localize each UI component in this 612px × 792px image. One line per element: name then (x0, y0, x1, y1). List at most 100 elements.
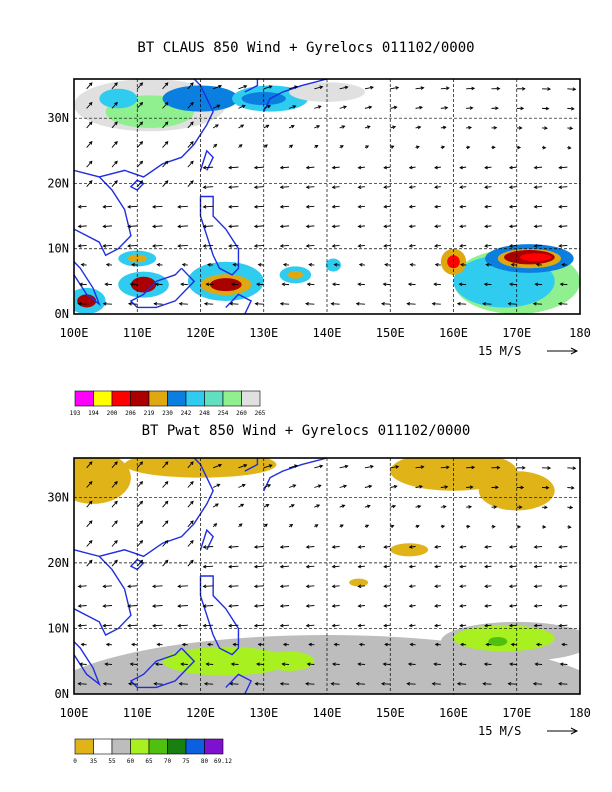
panel-2: 100E 110E 120E 130E 140E 150E 160E 170E 180 0N 10N… (47, 457, 591, 765)
wind-vector (460, 624, 467, 627)
wind-vector (86, 520, 93, 528)
wind-vector-head (152, 244, 156, 248)
wind-vector-head (532, 681, 537, 686)
wind-vector-head (139, 160, 144, 165)
wind-vector (509, 225, 517, 227)
wind-vector (314, 86, 323, 90)
wind-vector-head (355, 681, 360, 686)
wind-vector (254, 225, 264, 227)
wind-vector-head (253, 224, 258, 229)
wind-vector-head (331, 204, 336, 209)
wind-vector-head (279, 564, 284, 569)
wind-vector-head (468, 125, 473, 130)
wind-vector-head (434, 224, 438, 229)
wind-vector-head (415, 524, 420, 529)
wind-vector-head (520, 485, 525, 490)
wind-vector-head (331, 224, 336, 229)
wind-vector (229, 166, 239, 169)
wind-vector (434, 546, 441, 548)
wind-vector-head (279, 604, 284, 608)
wind-vector-head (357, 244, 362, 248)
wind-vector-head (256, 282, 260, 287)
legend-label: 69.12 (214, 758, 232, 765)
wind-vector-head (383, 204, 388, 209)
wind-vector-head (459, 584, 464, 589)
wind-vector (432, 683, 441, 685)
wind-vector-head (216, 483, 221, 488)
pwat-dry (124, 458, 277, 478)
wind-vector-head (434, 564, 438, 569)
wind-vector (111, 160, 118, 168)
wind-vector-head (216, 104, 221, 108)
pwat-high (263, 651, 315, 672)
wind-vector (484, 225, 492, 227)
wind-vector (534, 605, 543, 607)
legend-label: 80 (201, 758, 209, 765)
plot-frame (73, 457, 581, 695)
wind-vector (484, 205, 492, 208)
legend-swatch (148, 390, 168, 407)
wind-vector-head (456, 302, 461, 306)
wind-vector (103, 624, 112, 627)
wind-vector-head (190, 461, 194, 466)
wind-vector (78, 585, 87, 587)
wind-vector-head (444, 485, 449, 489)
wind-vector-head (445, 465, 450, 470)
wind-vector-head (281, 662, 286, 666)
wind-vector-head (518, 505, 523, 509)
y-tick-label: 20N (47, 556, 69, 570)
wind-vector-head (357, 662, 362, 666)
wind-vector-head (279, 623, 284, 628)
wind-vector (229, 624, 239, 627)
wind-vector (280, 205, 290, 208)
legend-swatch (111, 738, 131, 755)
coastline (225, 673, 253, 694)
wind-vector-head (343, 484, 348, 489)
wind-vector-head (368, 484, 373, 489)
wind-vector (509, 605, 517, 607)
wind-vector (136, 121, 143, 129)
wind-vector (534, 546, 543, 548)
wind-vector (78, 205, 87, 208)
cloud-mid (287, 270, 303, 279)
wind-vector-head (415, 145, 420, 149)
wind-vector (229, 565, 239, 568)
legend-label: 242 (181, 410, 192, 417)
wind-vector (288, 86, 298, 90)
wind-vector-head (390, 145, 395, 149)
x-tick-label: 160E (439, 326, 468, 340)
wind-vector-head (508, 244, 513, 248)
wind-vector (508, 683, 517, 685)
wind-vector-head (78, 282, 83, 287)
wind-vector (136, 102, 143, 109)
wind-vector (483, 303, 492, 305)
wind-vector (415, 106, 423, 109)
wind-vector-head (177, 204, 182, 209)
wind-vector-head (88, 539, 93, 544)
wind-vector-head (444, 106, 449, 110)
wind-vector (509, 245, 517, 247)
wind-vector (307, 283, 315, 286)
wind-vector-head (366, 504, 371, 509)
wind-vector-head (153, 681, 158, 686)
wind-vector (152, 605, 163, 607)
wind-vector (203, 186, 214, 188)
wind-vector-head (431, 681, 436, 686)
wind-vector (79, 663, 87, 665)
wind-vector (103, 225, 112, 227)
wind-vector-head (567, 145, 572, 150)
wind-vector (434, 585, 441, 587)
wind-vector-head (314, 524, 319, 528)
wind-vector (154, 683, 163, 685)
wind-vector-head (164, 461, 169, 466)
wind-vector-head (382, 662, 387, 666)
wind-vector (560, 283, 568, 286)
wind-vector-head (77, 244, 82, 248)
wind-vector-head (357, 282, 362, 287)
legend-swatch (185, 738, 205, 755)
wind-vector-head (365, 524, 370, 528)
wind-vector-head (213, 523, 218, 527)
wind-vector (111, 121, 118, 129)
wind-vector (282, 663, 290, 665)
